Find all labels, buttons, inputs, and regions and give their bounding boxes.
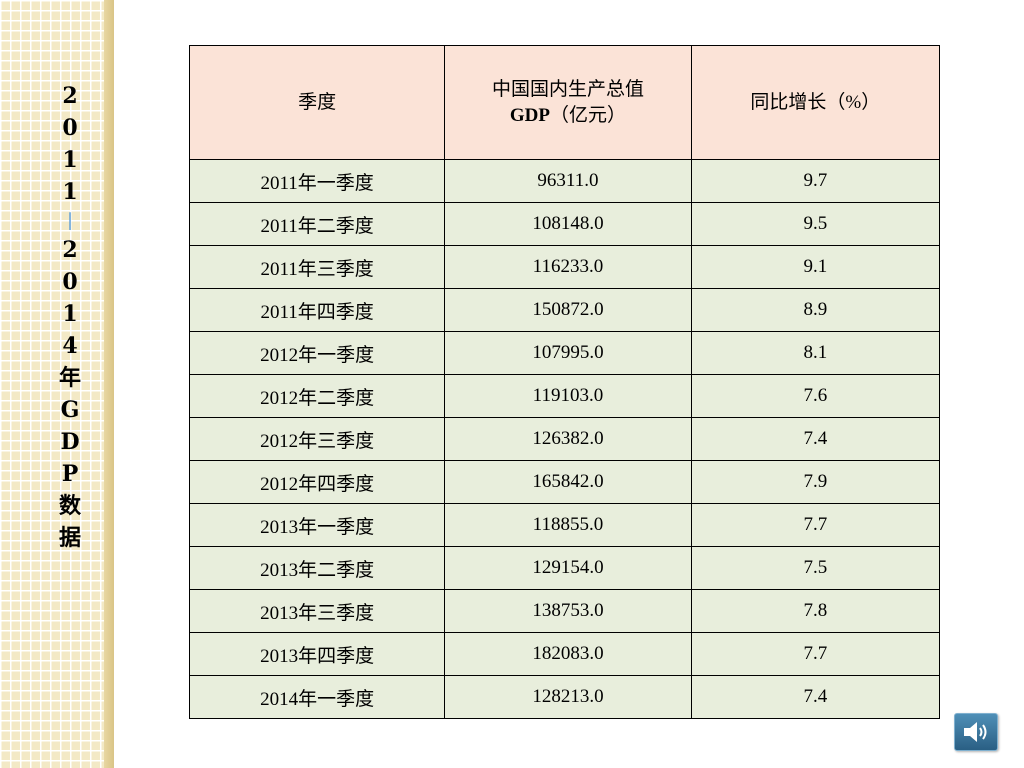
table-row: 2013年四季度 182083.0 7.7 [188,632,941,676]
cell-growth: 7.6 [690,374,941,418]
cell-quarter: 2011年四季度 [188,288,446,332]
title-char: 0 [62,269,78,295]
cell-quarter: 2013年二季度 [188,546,446,590]
cell-gdp: 96311.0 [444,159,692,203]
cell-growth: 8.9 [690,288,941,332]
cell-growth: 7.7 [690,503,941,547]
cell-quarter: 2011年三季度 [188,245,446,289]
cell-growth: 9.5 [690,202,941,246]
title-char: 1 [62,179,78,205]
title-char: 0 [62,115,78,141]
sidebar-edge [104,0,114,768]
title-char: D [60,429,80,455]
cell-quarter: 2012年二季度 [188,374,446,418]
title-char: 1 [62,301,78,327]
cell-gdp: 129154.0 [444,546,692,590]
cell-quarter: 2013年四季度 [188,632,446,676]
cell-gdp: 116233.0 [444,245,692,289]
cell-gdp: 165842.0 [444,460,692,504]
cell-quarter: 2012年三季度 [188,417,446,461]
cell-quarter: 2012年四季度 [188,460,446,504]
table-row: 2012年三季度 126382.0 7.4 [188,417,941,461]
title-char: G [60,397,80,423]
table-row: 2011年一季度 96311.0 9.7 [188,159,941,203]
cell-quarter: 2013年一季度 [188,503,446,547]
gdp-table: 季度 中国国内生产总值 GDP（亿元） 同比增长（%） 2011年一季度 963… [188,45,941,719]
cell-gdp: 119103.0 [444,374,692,418]
audio-button[interactable] [954,713,998,751]
cell-growth: 7.8 [690,589,941,633]
table-row: 2013年一季度 118855.0 7.7 [188,503,941,547]
table-row: 2012年四季度 165842.0 7.9 [188,460,941,504]
table-row: 2011年二季度 108148.0 9.5 [188,202,941,246]
header-gdp-line1: 中国国内生产总值 [491,78,644,100]
cell-growth: 7.4 [690,675,941,719]
header-growth: 同比增长（%） [690,45,941,160]
cell-growth: 8.1 [690,331,941,375]
vertical-slide-title: 2 0 1 1 | 2 0 1 4 年 G D P 数 据 [52,80,88,554]
cell-gdp: 118855.0 [444,503,692,547]
speaker-icon [964,722,987,742]
title-char: 年 [58,365,81,391]
cell-quarter: 2011年二季度 [188,202,446,246]
title-char: 4 [62,333,78,359]
title-char: 数 [58,493,81,519]
cell-quarter: 2013年三季度 [188,589,446,633]
header-quarter: 季度 [188,45,446,160]
header-gdp-line2: GDP（亿元） [445,103,690,129]
cell-growth: 7.4 [690,417,941,461]
cell-gdp: 108148.0 [444,202,692,246]
cell-quarter: 2014年一季度 [188,675,446,719]
cell-growth: 9.1 [690,245,941,289]
cell-gdp: 138753.0 [444,589,692,633]
cell-growth: 7.9 [690,460,941,504]
cell-gdp: 150872.0 [444,288,692,332]
title-char: 1 [62,147,78,173]
title-char: 2 [62,237,78,263]
header-gdp-abbr: GDP [509,104,550,126]
sidebar-decoration [0,0,114,768]
cell-gdp: 126382.0 [444,417,692,461]
title-char: 据 [58,525,81,551]
cell-growth: 9.7 [690,159,941,203]
header-gdp: 中国国内生产总值 GDP（亿元） [444,45,692,160]
header-gdp-unit: （亿元） [549,104,626,126]
cell-growth: 7.5 [690,546,941,590]
table-row: 2012年二季度 119103.0 7.6 [188,374,941,418]
table-row: 2013年三季度 138753.0 7.8 [188,589,941,633]
cell-quarter: 2012年一季度 [188,331,446,375]
cell-gdp: 107995.0 [444,331,692,375]
table-header-row: 季度 中国国内生产总值 GDP（亿元） 同比增长（%） [188,45,941,160]
title-char: 2 [62,83,78,109]
table-row: 2012年一季度 107995.0 8.1 [188,331,941,375]
title-char: P [61,461,79,487]
cell-quarter: 2011年一季度 [188,159,446,203]
cell-gdp: 182083.0 [444,632,692,676]
table-row: 2013年二季度 129154.0 7.5 [188,546,941,590]
title-separator: | [66,210,74,231]
cell-growth: 7.7 [690,632,941,676]
table-row: 2011年三季度 116233.0 9.1 [188,245,941,289]
table-row: 2014年一季度 128213.0 7.4 [188,675,941,719]
table-row: 2011年四季度 150872.0 8.9 [188,288,941,332]
cell-gdp: 128213.0 [444,675,692,719]
